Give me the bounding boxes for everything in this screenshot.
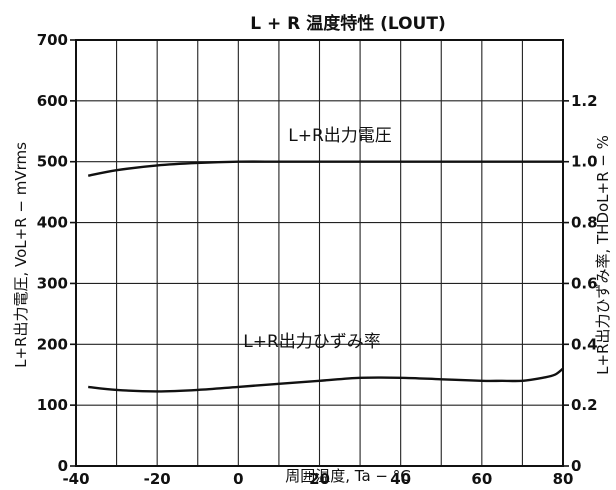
right-tick-label: 1.0 xyxy=(571,153,598,171)
series-line-distortion xyxy=(88,367,564,393)
left-tick-label: 600 xyxy=(37,92,68,110)
right-tick-label: 0.6 xyxy=(571,274,598,292)
right-tick-labels: 0 0.2 0.4 0.6 0.8 1.0 1.2 xyxy=(563,92,598,475)
y-axis-label-right: L+R出力ひずみ率, THDoL+R − % xyxy=(594,135,612,375)
left-tick-label: 700 xyxy=(37,31,68,49)
plot-frame xyxy=(75,39,564,467)
x-tick-label: -40 xyxy=(62,470,89,488)
x-tick-label: 0 xyxy=(233,470,243,488)
left-tick-label: 400 xyxy=(37,214,68,232)
grid xyxy=(76,40,563,466)
left-tick-labels: 0 100 200 300 400 500 600 700 xyxy=(37,31,76,475)
left-tick-label: 0 xyxy=(58,457,68,475)
left-tick-label: 200 xyxy=(37,335,68,353)
right-tick-label: 1.2 xyxy=(571,92,598,110)
left-tick-label: 500 xyxy=(37,153,68,171)
x-tick-label: 60 xyxy=(471,470,492,488)
series-line-voltage xyxy=(87,160,563,177)
left-tick-label: 100 xyxy=(37,396,68,414)
left-tick-label: 300 xyxy=(37,274,68,292)
x-axis-label: 周囲温度, Ta − °C xyxy=(285,467,411,485)
x-tick-label: 40 xyxy=(390,470,411,488)
series-label-distortion: L+R出力ひずみ率 xyxy=(243,332,381,352)
x-tick-label: -20 xyxy=(144,470,171,488)
series-label-voltage: L+R出力電圧 xyxy=(288,126,392,146)
x-tick-label: 80 xyxy=(553,470,574,488)
right-tick-label: 0 xyxy=(571,457,581,475)
right-tick-label: 0.2 xyxy=(571,396,598,414)
right-tick-label: 0.8 xyxy=(571,214,598,232)
y-axis-label-left: L+R出力電圧, VoL+R − mVrms xyxy=(12,142,30,368)
chart-title: L + R 温度特性 (LOUT) xyxy=(250,13,445,34)
x-tick-label: 20 xyxy=(309,470,330,488)
x-tick-labels: -40 -20 0 20 40 60 80 xyxy=(62,470,573,488)
right-tick-label: 0.4 xyxy=(571,335,598,353)
